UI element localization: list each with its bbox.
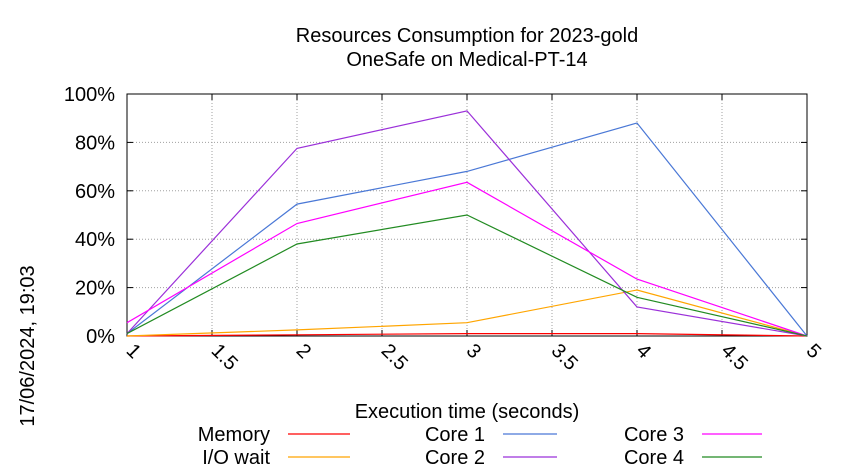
chart-subtitle: OneSafe on Medical-PT-14 <box>346 49 587 71</box>
series-line-i-o-wait <box>126 289 808 337</box>
axis-ticks: 1 1.5 2 2.5 3 3.5 4 4.5 5 0% 20% 40% 60% 80% 100% <box>64 84 825 375</box>
y-tick-label: 60% <box>75 181 115 203</box>
x-tick-label: 5 <box>802 340 825 363</box>
x-tick-label: 3 <box>462 340 485 363</box>
series-lines <box>126 110 808 337</box>
y-tick-label: 80% <box>75 132 115 154</box>
legend-label-core-1: Core 1 <box>425 424 485 446</box>
legend-label-core-2: Core 2 <box>425 447 485 469</box>
legend-label-core-3: Core 3 <box>624 424 684 446</box>
x-tick-label: 1 <box>122 340 145 363</box>
x-tick-label: 1.5 <box>207 340 242 375</box>
y-tick-label: 0% <box>86 326 115 348</box>
legend-label-memory: Memory <box>198 424 270 446</box>
x-tick-label: 3.5 <box>547 340 582 375</box>
series-line-core-4 <box>126 214 808 337</box>
y-tick-label: 40% <box>75 229 115 251</box>
x-tick-label: 2 <box>292 340 315 363</box>
y-tick-label: 20% <box>75 278 115 300</box>
series-line-core-1 <box>126 122 808 337</box>
chart-title: Resources Consumption for 2023-gold <box>296 25 638 47</box>
x-tick-label: 2.5 <box>377 340 412 375</box>
series-line-core-3 <box>126 181 808 337</box>
y-tick-label: 100% <box>64 84 115 106</box>
x-tick-label: 4 <box>632 340 655 363</box>
legend-label-core-4: Core 4 <box>624 447 684 469</box>
x-tick-label: 4.5 <box>717 340 752 375</box>
series-line-core-2 <box>126 110 808 337</box>
timestamp-label: 17/06/2024, 19:03 <box>17 265 39 426</box>
series-line-memory <box>126 333 808 337</box>
x-axis-label: Execution time (seconds) <box>355 401 580 423</box>
legend-label-i-o-wait: I/O wait <box>202 447 270 469</box>
